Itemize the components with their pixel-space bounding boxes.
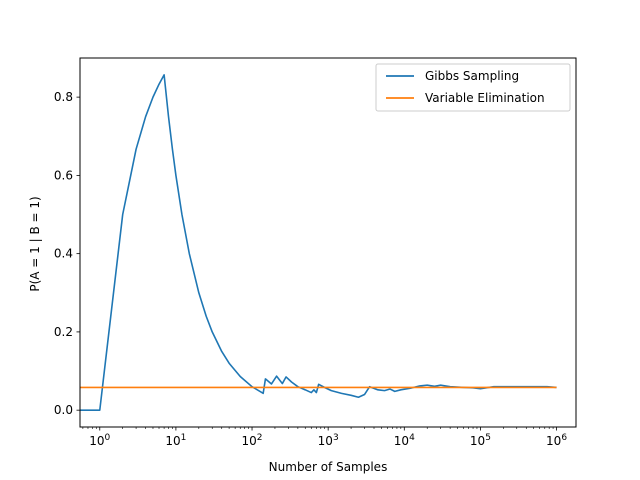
legend-label-variable-elimination: Variable Elimination (425, 91, 545, 105)
y-tick-label: 0.4 (54, 247, 73, 261)
series-line-gibbs-sampling (80, 74, 557, 411)
legend: Gibbs Sampling Variable Elimination (375, 63, 571, 112)
y-tick-label: 0.2 (54, 325, 73, 339)
y-tick-label: 0.0 (54, 403, 73, 417)
y-axis: 0.0 0.2 0.4 0.6 0.8 (54, 90, 80, 417)
y-axis-label: P(A = 1 | B = 1) (28, 196, 42, 291)
x-tick-label: 105 (470, 433, 491, 448)
legend-label-gibbs-sampling: Gibbs Sampling (425, 69, 519, 83)
legend-box (375, 63, 571, 112)
x-axis-label: Number of Samples (269, 460, 388, 474)
x-tick-label: 100 (89, 433, 110, 448)
x-tick-label: 102 (242, 433, 263, 448)
y-tick-label: 0.6 (54, 168, 73, 182)
y-tick-label: 0.8 (54, 90, 73, 104)
x-tick-label: 106 (546, 433, 567, 448)
x-tick-label: 103 (318, 433, 339, 448)
x-axis: 100 101 102 103 104 105 106 (82, 427, 567, 448)
x-tick-label: 101 (165, 433, 186, 448)
x-tick-label: 104 (394, 433, 415, 448)
